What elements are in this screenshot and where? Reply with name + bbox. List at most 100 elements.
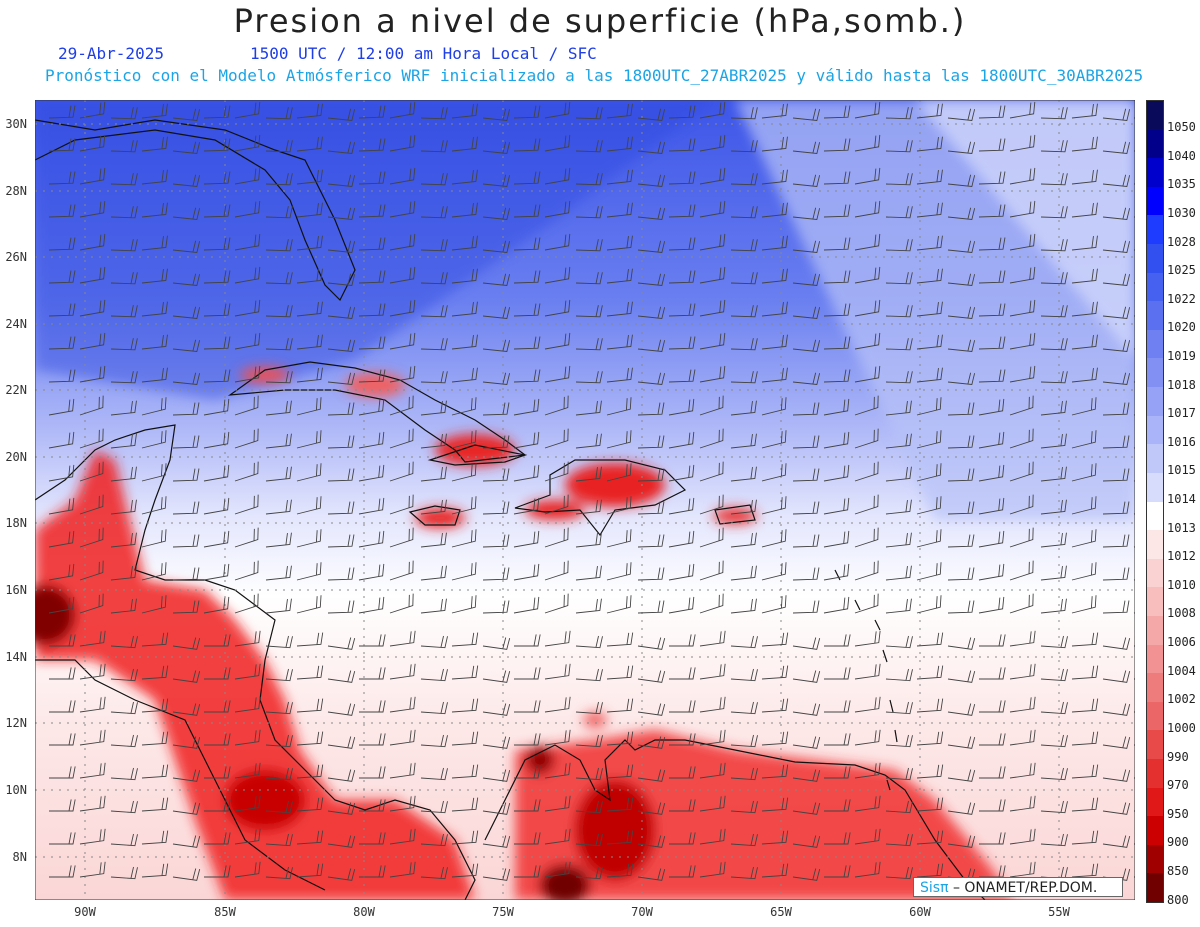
- wind-barb: [544, 266, 571, 284]
- wind-barb: [1102, 141, 1131, 154]
- wind-barb: [544, 200, 571, 218]
- wind-barb: [172, 339, 201, 352]
- wind-barb: [79, 365, 106, 383]
- wind-barb: [451, 830, 479, 845]
- lon-label: 75W: [492, 905, 514, 919]
- wind-barb: [482, 435, 510, 449]
- wind-barb: [482, 534, 510, 548]
- wind-barb: [792, 769, 821, 782]
- wind-barb: [669, 733, 696, 746]
- wind-barb: [359, 700, 386, 713]
- wind-barb: [854, 762, 881, 779]
- wind-barb: [885, 701, 913, 715]
- wind-barb: [420, 466, 447, 482]
- wind-barb: [916, 595, 942, 614]
- wind-barb: [947, 835, 976, 848]
- lat-label: 18N: [5, 516, 27, 530]
- wind-barb: [1009, 828, 1036, 845]
- wind-barb: [203, 497, 230, 515]
- wind-barb: [141, 632, 169, 647]
- wind-barb: [1102, 703, 1131, 716]
- wind-barb: [575, 866, 603, 880]
- wind-barb: [575, 305, 603, 318]
- wind-barb: [234, 696, 261, 713]
- colorbar-label: 1004: [1167, 663, 1196, 678]
- wind-barb: [699, 527, 724, 548]
- wind-barb: [265, 598, 292, 614]
- wind-barb: [389, 527, 414, 548]
- wind-barb: [420, 239, 448, 252]
- wind-barb: [854, 167, 881, 185]
- wind-barb: [358, 171, 386, 185]
- wind-barb: [172, 534, 200, 548]
- wind-barb: [141, 764, 169, 779]
- lat-label: 30N: [5, 117, 27, 131]
- wind-barb: [389, 101, 416, 119]
- wind-barb: [854, 593, 879, 614]
- wind-barb: [420, 338, 448, 351]
- wind-barb: [606, 367, 633, 383]
- wind-barb: [172, 402, 200, 416]
- wind-barb: [451, 698, 479, 713]
- wind-barb: [296, 632, 324, 647]
- wind-barb: [327, 108, 356, 121]
- wind-barb: [1071, 595, 1097, 614]
- wind-barb: [947, 802, 976, 815]
- wind-barb: [916, 698, 944, 713]
- wind-barb: [296, 830, 324, 845]
- wind-barb: [1009, 101, 1036, 119]
- wind-barb: [327, 835, 356, 848]
- wind-barb: [792, 567, 820, 581]
- pressure-colorbar: [1146, 100, 1164, 903]
- wind-barb: [1102, 769, 1131, 782]
- wind-barb: [885, 433, 912, 449]
- wind-barb: [916, 334, 943, 350]
- wind-barb: [575, 239, 603, 252]
- wind-barb: [637, 435, 665, 449]
- wind-barb: [234, 233, 261, 251]
- wind-barb: [544, 461, 569, 482]
- wind-barb: [327, 240, 356, 253]
- wind-barb: [420, 701, 448, 715]
- wind-barb: [110, 400, 137, 416]
- colorbar-label: 1016: [1167, 434, 1196, 449]
- wind-barb: [637, 141, 666, 154]
- wind-barb: [358, 596, 385, 614]
- wind-barb: [48, 464, 75, 482]
- wind-barb: [916, 301, 943, 317]
- wind-barb: [885, 635, 913, 649]
- wind-barb: [699, 167, 726, 185]
- wind-barb: [947, 600, 975, 614]
- wind-barb: [575, 107, 603, 120]
- wind-barb: [854, 861, 881, 878]
- wind-barb: [947, 769, 976, 782]
- wind-barb: [79, 266, 106, 284]
- wind-barb: [1071, 103, 1098, 119]
- wind-barb: [79, 167, 106, 185]
- wind-barb: [824, 832, 851, 845]
- wind-barb: [699, 696, 726, 713]
- wind-barb: [668, 369, 696, 383]
- wind-barb: [513, 303, 541, 317]
- wind-barb: [359, 634, 386, 647]
- wind-barb: [296, 665, 324, 680]
- wind-barb: [204, 634, 231, 647]
- wind-barb: [947, 108, 976, 121]
- wind-barb: [482, 108, 511, 121]
- wind-barb: [637, 769, 666, 782]
- wind-barb: [916, 136, 943, 152]
- wind-barb: [606, 202, 633, 218]
- wind-barb: [1102, 567, 1130, 581]
- wind-barb: [1071, 268, 1098, 284]
- wind-barb: [1040, 499, 1067, 515]
- wind-barb: [1071, 562, 1097, 581]
- wind-barb: [699, 233, 726, 251]
- wind-barb: [513, 336, 541, 350]
- wind-barb: [544, 494, 569, 515]
- wind-barb: [79, 527, 104, 548]
- wind-barb: [234, 395, 259, 416]
- wind-barb: [389, 233, 416, 251]
- wind-barb: [327, 273, 356, 286]
- wind-barb: [79, 560, 104, 581]
- wind-barb: [885, 107, 913, 120]
